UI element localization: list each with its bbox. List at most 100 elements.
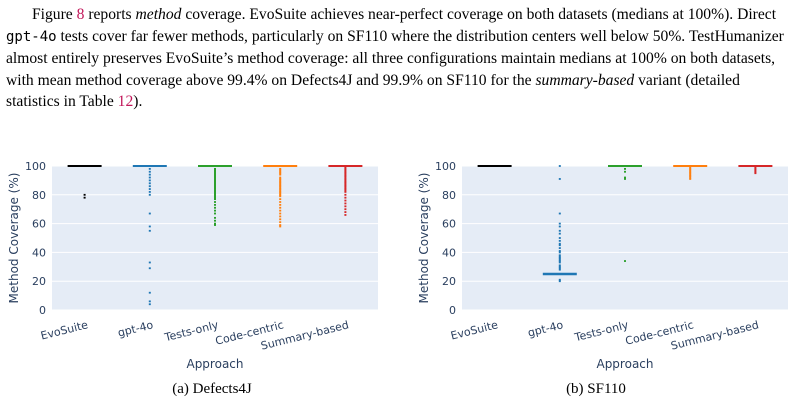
outlier-point <box>558 268 561 271</box>
outlier-point <box>279 180 282 183</box>
outlier-point <box>754 172 757 175</box>
figure-reference-link[interactable]: 8 <box>76 6 85 23</box>
table-reference-link[interactable]: 12 <box>117 93 134 111</box>
outlier-point <box>279 186 282 189</box>
outlier-point <box>279 185 282 188</box>
outlier-point <box>214 192 216 195</box>
x-axis-title: Approach <box>596 357 653 371</box>
outlier-point <box>148 182 151 185</box>
outlier-point <box>344 176 347 179</box>
outlier-point <box>558 237 561 239</box>
outlier-point <box>214 216 216 219</box>
outlier-point <box>624 260 626 262</box>
outlier-point <box>689 178 692 180</box>
outlier-point <box>344 186 347 189</box>
outlier-point <box>148 185 151 188</box>
outlier-point <box>558 255 561 258</box>
outlier-point <box>624 178 626 180</box>
outlier-point <box>558 247 561 249</box>
outlier-point <box>754 167 757 170</box>
outlier-point <box>344 196 347 199</box>
outlier-point <box>558 244 561 247</box>
outlier-point <box>624 176 626 179</box>
outlier-point <box>279 198 282 201</box>
outlier-point <box>279 201 282 203</box>
outlier-point <box>279 176 282 179</box>
outlier-point <box>214 179 216 182</box>
outlier-point <box>344 208 347 211</box>
outlier-point <box>148 300 151 303</box>
y-tick-label: 0 <box>449 304 456 317</box>
outlier-point <box>214 203 216 206</box>
outlier-point <box>214 209 216 212</box>
outlier-point <box>148 291 151 294</box>
figure-sf110: 0 20 40 60 80 100 EvoSuite gpt-4o Tests-only Code… <box>410 158 802 378</box>
y-tick-label: 0 <box>39 304 46 317</box>
outlier-point <box>344 188 347 190</box>
outlier-point <box>148 191 151 193</box>
outlier-point <box>279 173 282 176</box>
y-tick-label: 20 <box>442 275 456 288</box>
outlier-point <box>344 193 347 196</box>
outlier-point <box>689 176 692 179</box>
outlier-point <box>344 214 347 216</box>
outlier-point <box>558 278 561 281</box>
outlier-point <box>148 188 151 190</box>
outlier-point <box>279 215 282 218</box>
outlier-point <box>148 261 151 264</box>
outlier-point <box>214 178 216 180</box>
outlier-point <box>558 225 561 228</box>
outlier-point <box>279 178 282 180</box>
outlier-point <box>148 225 151 228</box>
outlier-point <box>148 303 151 306</box>
plot-area <box>462 166 788 310</box>
outlier-point <box>344 189 347 192</box>
outlier-point <box>214 195 216 198</box>
outlier-point <box>558 178 561 180</box>
outlier-point <box>279 206 282 209</box>
outlier-point <box>279 189 282 192</box>
caption-defects4j: (a) Defects4J <box>172 381 252 397</box>
outlier-point <box>214 212 216 215</box>
outlier-point <box>558 165 561 167</box>
outlier-point <box>344 172 347 175</box>
outlier-point <box>344 175 347 177</box>
outlier-point <box>279 225 282 228</box>
x-tick-label: gpt-4o <box>526 318 564 339</box>
outlier-point <box>214 222 216 225</box>
outlier-point <box>344 185 347 188</box>
outlier-point <box>279 209 282 212</box>
outlier-point <box>344 173 347 176</box>
x-tick-label: Tests-only <box>572 318 630 344</box>
outlier-point <box>279 170 282 173</box>
outlier-point <box>148 176 151 179</box>
outlier-point <box>558 260 561 262</box>
outlier-point <box>214 173 216 176</box>
outlier-point <box>689 166 692 169</box>
outlier-point <box>279 183 282 186</box>
outlier-point <box>754 170 757 173</box>
outlier-point <box>558 212 561 215</box>
outlier-point <box>83 196 86 199</box>
outlier-point <box>279 192 282 195</box>
outlier-point <box>558 258 561 261</box>
outlier-point <box>344 205 347 208</box>
y-tick-label: 60 <box>32 218 46 231</box>
outlier-point <box>214 186 216 189</box>
outlier-point <box>558 257 561 260</box>
outlier-point <box>344 199 347 202</box>
outlier-point <box>214 176 216 179</box>
outlier-point <box>83 193 86 196</box>
outlier-point <box>279 224 282 226</box>
outlier-point <box>344 180 347 183</box>
outlier-point <box>148 179 151 182</box>
outlier-point <box>344 170 347 173</box>
y-tick-label: 100 <box>435 160 456 173</box>
outlier-point <box>148 212 151 215</box>
outlier-point <box>148 167 151 170</box>
x-tick-label: EvoSuite <box>39 318 89 342</box>
outlier-point <box>279 212 282 215</box>
outlier-point <box>344 166 347 169</box>
outlier-point <box>558 265 561 268</box>
outlier-point <box>558 229 561 232</box>
